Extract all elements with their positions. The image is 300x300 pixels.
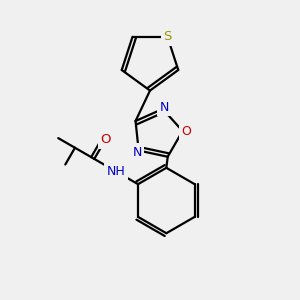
Text: O: O <box>181 124 191 137</box>
Text: N: N <box>160 101 169 114</box>
Text: O: O <box>100 133 111 146</box>
Text: N: N <box>133 146 142 158</box>
Text: S: S <box>163 30 172 43</box>
Text: NH: NH <box>107 165 125 178</box>
